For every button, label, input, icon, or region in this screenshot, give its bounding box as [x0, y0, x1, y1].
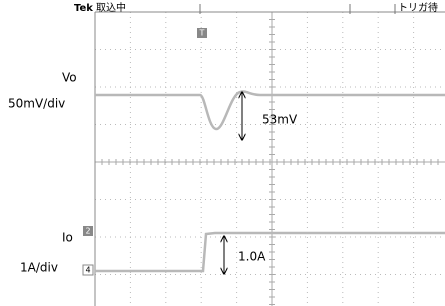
brand: Tek [74, 3, 93, 14]
ch4-marker-label: 4 [85, 266, 90, 275]
channel-scale: 50mV/div [8, 97, 65, 111]
scope-screenshot: Tek 取込中 トリガ待 T Vo 50mV/div 53mV Io 2 1A/… [0, 0, 445, 306]
channel-name: Io [62, 231, 73, 245]
channel-scale: 1A/div [20, 261, 58, 275]
channel-name: Vo [62, 71, 77, 85]
amplitude-label: 53mV [262, 113, 298, 127]
ch2-marker-label: 2 [85, 227, 90, 236]
trigger-status: トリガ待 [398, 1, 438, 14]
trigger-marker-label: T [199, 29, 205, 38]
acquire-status: 取込中 [96, 1, 126, 14]
amplitude-label: 1.0A [238, 250, 266, 264]
graticule [95, 12, 445, 306]
